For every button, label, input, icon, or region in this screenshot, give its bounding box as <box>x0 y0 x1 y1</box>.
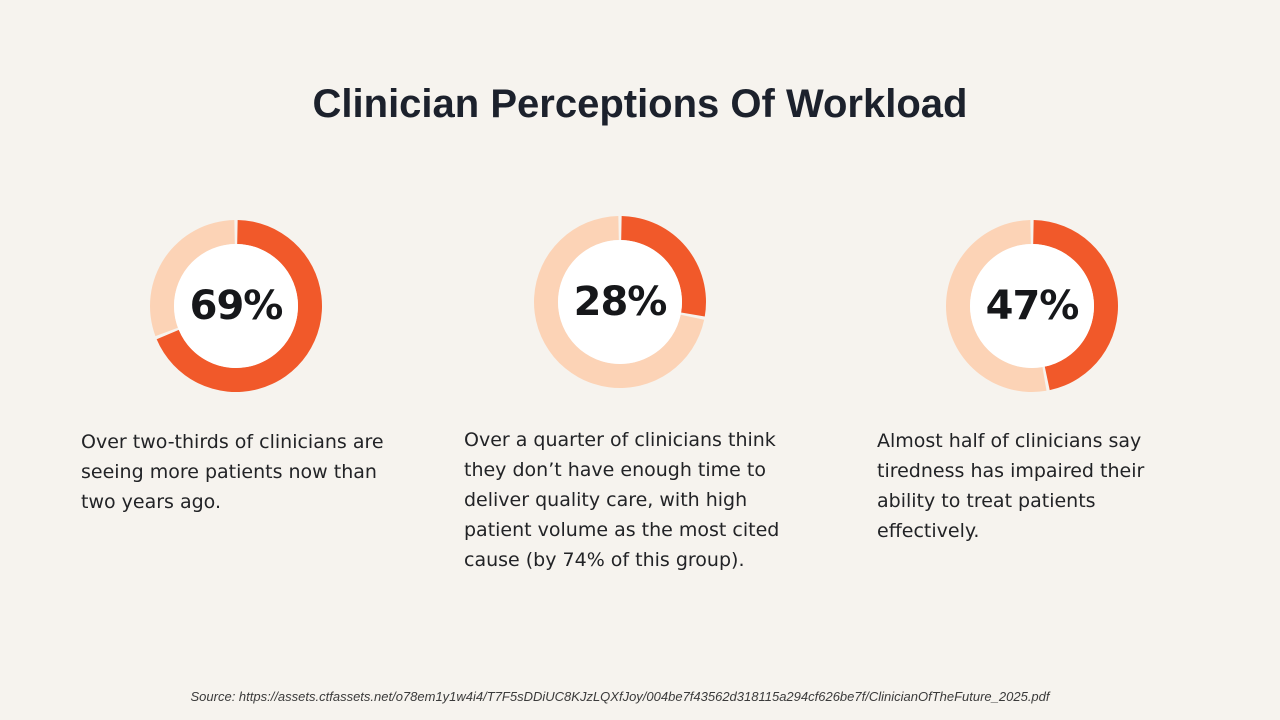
donut-2-center <box>558 240 682 364</box>
donut-1-center <box>174 244 298 368</box>
donut-1-remainder-slice <box>150 220 235 337</box>
donut-1-value-slice <box>156 220 322 392</box>
caption-1: Over two-thirds of clinicians are seeing… <box>81 431 384 513</box>
donut-chart-1: 69% <box>148 218 324 394</box>
donut-3-remainder-slice <box>946 220 1047 392</box>
donut-1-percent-label: 69% <box>190 283 283 329</box>
chart-title: Clinician Perceptions Of Workload <box>312 82 968 126</box>
donut-3-center <box>970 244 1094 368</box>
caption-2: Over a quarter of clinicians think they … <box>464 429 780 571</box>
caption-3: Almost half of clinicians say tiredness … <box>877 430 1145 542</box>
donut-2-value-slice <box>621 216 706 317</box>
donut-2-percent-label: 28% <box>574 279 667 325</box>
donut-3-value-slice <box>1033 220 1118 391</box>
source-citation: Source: https://assets.ctfassets.net/o78… <box>190 689 1050 704</box>
donut-chart-2: 28% <box>532 214 708 390</box>
donut-3-percent-label: 47% <box>986 283 1079 329</box>
donut-chart-3: 47% <box>944 218 1120 394</box>
